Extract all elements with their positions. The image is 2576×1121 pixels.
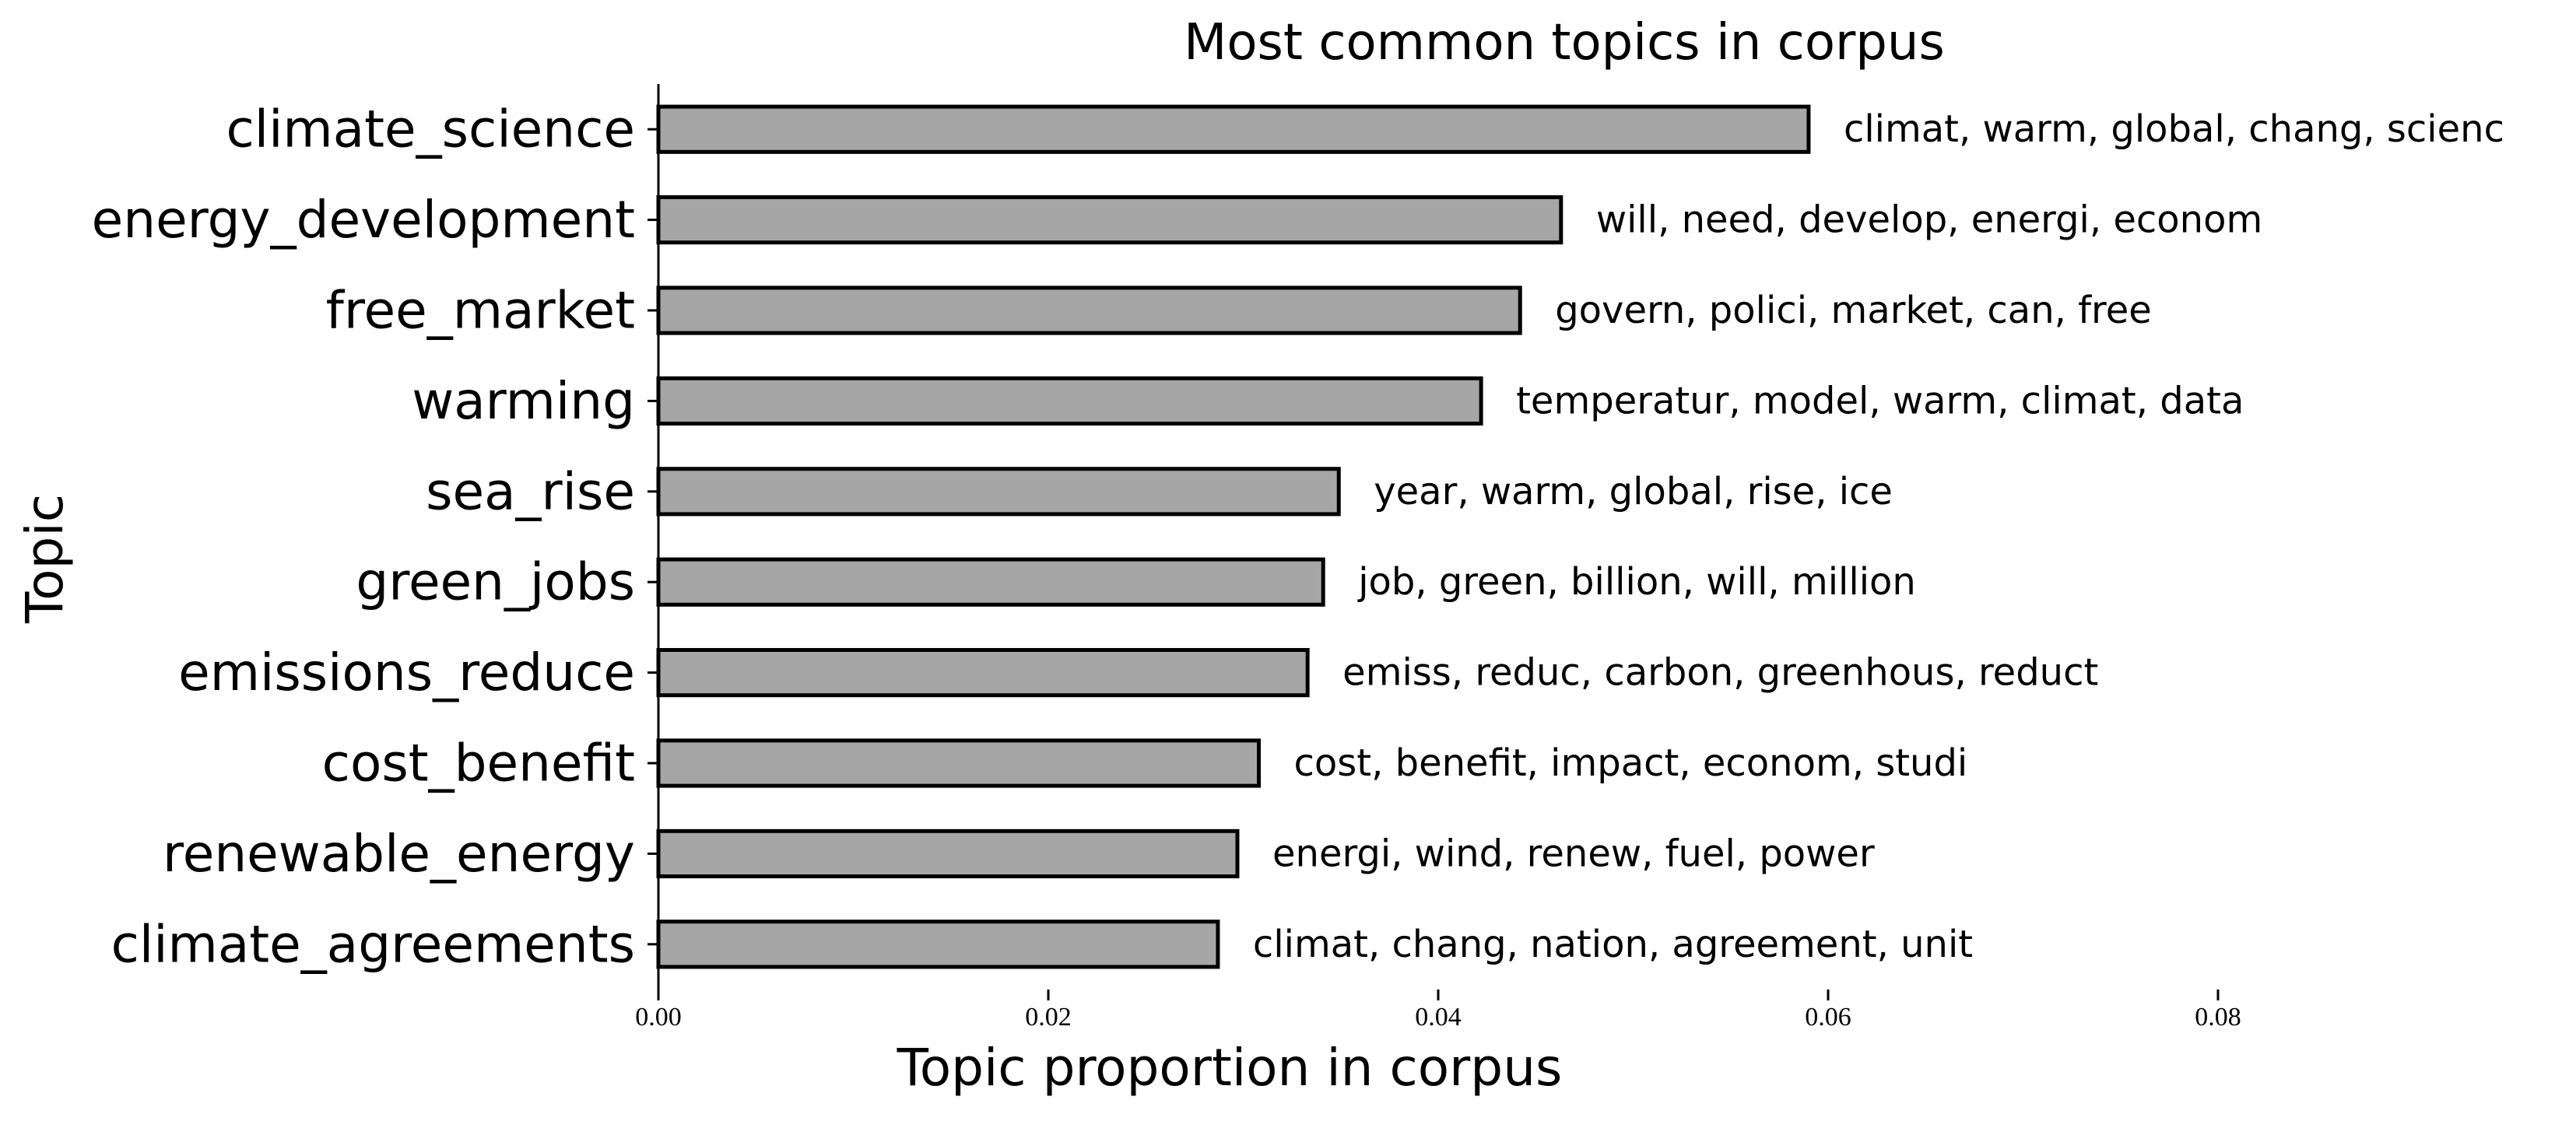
- bar: [656, 920, 1220, 969]
- bar: [656, 557, 1325, 607]
- x-axis: 0.00 0.02 0.04 0.06 0.08: [635, 990, 2241, 1032]
- bar: [656, 648, 1310, 698]
- x-tick-label: 0.00: [635, 1003, 682, 1032]
- category-label: green_jobs: [356, 552, 635, 612]
- bar: [656, 376, 1483, 426]
- bar: [656, 467, 1341, 517]
- bar: [656, 286, 1522, 335]
- bar-annotation: year, warm, global, rise, ice: [1374, 470, 1893, 513]
- category-label: climate_agreements: [111, 914, 635, 974]
- bar-annotation: climat, warm, global, chang, scienc: [1844, 107, 2504, 151]
- category-label: emissions_reduce: [178, 643, 635, 702]
- bar-annotation: temperatur, model, warm, climat, data: [1516, 379, 2244, 422]
- bar: [656, 738, 1262, 788]
- category-label: cost_benefit: [322, 734, 635, 793]
- bar-annotation: will, need, develop, energi, econom: [1596, 198, 2262, 242]
- category-label: free_market: [326, 281, 635, 341]
- annotations-group: climat, warm, global, chang, scienc will,…: [1253, 107, 2504, 966]
- category-label: warming: [412, 371, 635, 431]
- bar: [656, 828, 1240, 879]
- category-label: renewable_energy: [163, 824, 635, 884]
- bars-group: [656, 104, 1811, 969]
- x-tick-label: 0.06: [1805, 1003, 1851, 1032]
- chart-title: Most common topics in corpus: [1184, 14, 1945, 72]
- bar-annotation: job, green, billion, will, million: [1357, 560, 1916, 604]
- bar-annotation: cost, benefit, impact, econom, studi: [1294, 741, 1968, 785]
- x-tick-label: 0.02: [1025, 1003, 1072, 1032]
- category-label: energy_development: [92, 190, 635, 250]
- bar-annotation: emiss, reduc, carbon, greenhous, reduct: [1342, 651, 2098, 695]
- x-tick-label: 0.08: [2195, 1003, 2241, 1032]
- bar: [656, 104, 1811, 154]
- category-labels-group: climate_science energy_development free_ma…: [92, 100, 658, 974]
- y-axis-label: Topic: [15, 494, 75, 624]
- bar-annotation: climat, chang, nation, agreement, unit: [1253, 923, 1973, 966]
- x-tick-label: 0.04: [1415, 1003, 1462, 1032]
- x-axis-label: Topic proportion in corpus: [897, 1038, 1563, 1098]
- category-label: climate_science: [226, 100, 635, 159]
- bar-annotation: energi, wind, renew, fuel, power: [1272, 832, 1875, 875]
- bar-annotation: govern, polici, market, can, free: [1555, 289, 2152, 332]
- category-label: sea_rise: [426, 461, 635, 521]
- bar: [656, 195, 1563, 245]
